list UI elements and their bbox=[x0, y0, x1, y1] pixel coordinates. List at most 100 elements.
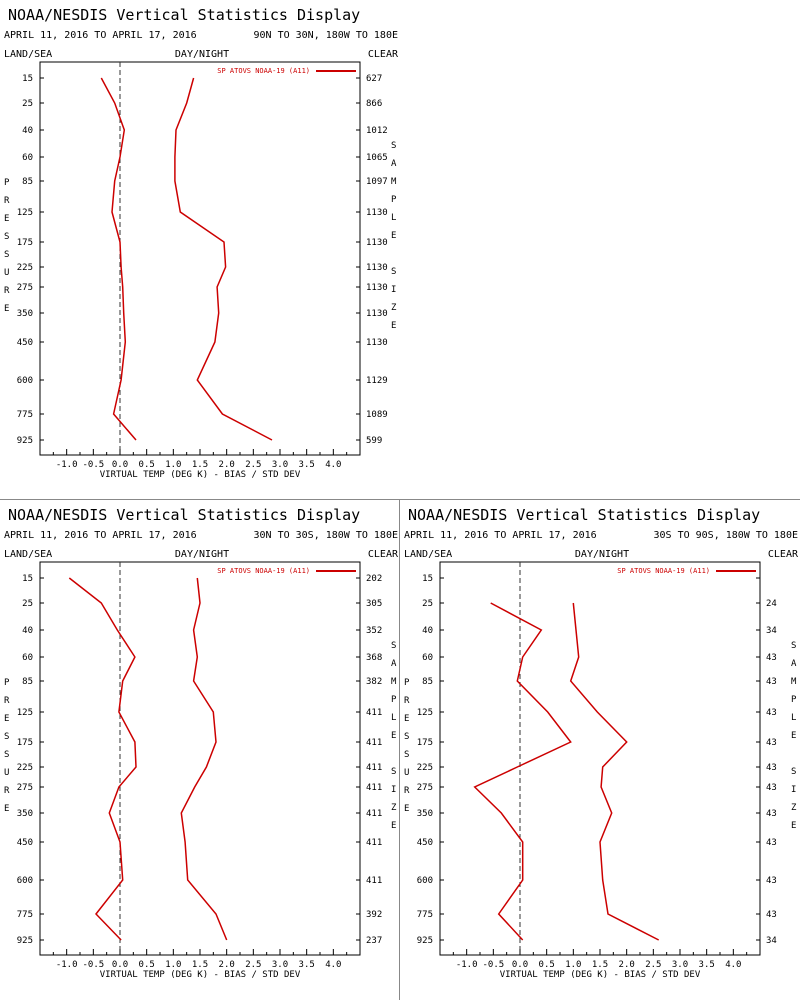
x-tick-label: -1.0 bbox=[56, 960, 78, 970]
sample-size-label: 382 bbox=[366, 677, 382, 687]
sample-size-label: 202 bbox=[366, 574, 382, 584]
x-tick-label: 4.0 bbox=[325, 460, 341, 470]
pressure-level-label: 125 bbox=[17, 208, 33, 218]
panel-south-hemisphere: NOAA/NESDIS Vertical Statistics Display A… bbox=[400, 500, 800, 1000]
pressure-axis-letter: P bbox=[4, 678, 10, 688]
x-tick-label: 4.0 bbox=[325, 960, 341, 970]
day-night-label: DAY/NIGHT bbox=[175, 49, 229, 60]
x-tick-label: 0.0 bbox=[112, 460, 128, 470]
pressure-level-label: 350 bbox=[17, 809, 33, 819]
sample-size-label: 1130 bbox=[366, 309, 388, 319]
sample-size-axis-letter: S bbox=[391, 141, 396, 151]
x-tick-label: 1.5 bbox=[192, 460, 208, 470]
x-tick-label: -1.0 bbox=[56, 460, 78, 470]
x-tick-label: 0.0 bbox=[512, 960, 528, 970]
x-tick-label: 0.5 bbox=[139, 960, 155, 970]
pressure-axis-letter: S bbox=[404, 750, 409, 760]
x-tick-label: 3.0 bbox=[272, 460, 288, 470]
sample-size-axis-letter: E bbox=[791, 731, 796, 741]
pressure-level-label: 925 bbox=[17, 436, 33, 446]
plot-frame bbox=[439, 561, 761, 956]
pressure-level-label: 85 bbox=[22, 677, 33, 687]
pressure-axis-letter: E bbox=[404, 714, 409, 724]
sample-size-label: 43 bbox=[766, 763, 777, 773]
sample-size-label: 411 bbox=[366, 783, 382, 793]
x-tick-label: 3.5 bbox=[699, 960, 715, 970]
sample-size-label: 1130 bbox=[366, 238, 388, 248]
pressure-axis-letter: R bbox=[4, 286, 10, 296]
pressure-axis-letter: P bbox=[404, 678, 410, 688]
pressure-axis-letter: R bbox=[4, 696, 10, 706]
x-tick-label: 3.0 bbox=[672, 960, 688, 970]
x-tick-label: 0.5 bbox=[539, 960, 555, 970]
chart-svg: NOAA/NESDIS Vertical Statistics Display A… bbox=[404, 506, 799, 980]
sample-size-label: 866 bbox=[366, 99, 382, 109]
sample-size-axis-letter: Z bbox=[391, 803, 397, 813]
pressure-level-label: 15 bbox=[22, 574, 33, 584]
sample-size-label: 627 bbox=[366, 74, 382, 84]
x-axis-label: VIRTUAL TEMP (DEG K) - BIAS / STD DEV bbox=[100, 970, 301, 980]
sample-size-label: 411 bbox=[366, 763, 382, 773]
date-range: APRIL 11, 2016 TO APRIL 17, 2016 bbox=[404, 530, 597, 541]
sample-size-label: 305 bbox=[366, 599, 382, 609]
sample-size-axis-letter: P bbox=[391, 695, 397, 705]
sample-size-label: 411 bbox=[366, 708, 382, 718]
x-tick-label: 3.5 bbox=[299, 960, 315, 970]
x-axis-label: VIRTUAL TEMP (DEG K) - BIAS / STD DEV bbox=[500, 970, 701, 980]
pressure-axis-letter: S bbox=[4, 250, 9, 260]
horizontal-divider bbox=[0, 499, 800, 500]
pressure-level-label: 350 bbox=[417, 809, 433, 819]
day-night-label: DAY/NIGHT bbox=[175, 549, 229, 560]
sample-size-axis-letter: S bbox=[391, 267, 396, 277]
pressure-level-label: 450 bbox=[17, 838, 33, 848]
sample-size-label: 43 bbox=[766, 738, 777, 748]
sample-size-label: 392 bbox=[366, 910, 382, 920]
x-tick-label: 1.5 bbox=[592, 960, 608, 970]
x-tick-label: 2.5 bbox=[645, 960, 661, 970]
sample-size-label: 43 bbox=[766, 677, 777, 687]
sample-size-label: 237 bbox=[366, 936, 382, 946]
pressure-level-label: 25 bbox=[422, 599, 433, 609]
sample-size-label: 1089 bbox=[366, 410, 388, 420]
sample-size-label: 352 bbox=[366, 626, 382, 636]
sample-size-axis-letter: M bbox=[391, 677, 397, 687]
sample-size-axis-letter: A bbox=[391, 159, 397, 169]
x-tick-label: 2.0 bbox=[219, 460, 235, 470]
pressure-level-label: 85 bbox=[22, 177, 33, 187]
sample-size-label: 411 bbox=[366, 738, 382, 748]
sample-size-label: 1130 bbox=[366, 208, 388, 218]
pressure-axis-letter: R bbox=[4, 196, 10, 206]
chart-svg: NOAA/NESDIS Vertical Statistics Display A… bbox=[4, 506, 399, 980]
x-tick-label: -1.0 bbox=[456, 960, 478, 970]
sample-size-label: 1130 bbox=[366, 338, 388, 348]
pressure-level-label: 40 bbox=[22, 626, 33, 636]
pressure-level-label: 600 bbox=[417, 876, 433, 886]
plot-frame bbox=[39, 61, 361, 456]
pressure-axis-letter: S bbox=[404, 732, 409, 742]
x-tick-label: -0.5 bbox=[82, 960, 104, 970]
sample-size-axis-letter: A bbox=[791, 659, 797, 669]
pressure-level-label: 40 bbox=[422, 626, 433, 636]
pressure-axis-letter: R bbox=[4, 786, 10, 796]
sample-size-axis-letter: L bbox=[391, 213, 396, 223]
pressure-level-label: 175 bbox=[417, 738, 433, 748]
x-tick-label: -0.5 bbox=[82, 460, 104, 470]
pressure-axis-letter: S bbox=[4, 732, 9, 742]
sample-size-label: 43 bbox=[766, 910, 777, 920]
x-tick-label: 1.0 bbox=[565, 960, 581, 970]
region-label: 30S TO 90S, 180W TO 180E bbox=[654, 530, 799, 541]
sample-size-axis-letter: Z bbox=[391, 303, 397, 313]
sample-size-axis-letter: M bbox=[391, 177, 397, 187]
pressure-level-label: 15 bbox=[422, 574, 433, 584]
chart-svg: NOAA/NESDIS Vertical Statistics Display A… bbox=[4, 6, 399, 480]
pressure-axis-letter: R bbox=[404, 696, 410, 706]
pressure-axis-letter: S bbox=[4, 232, 9, 242]
std-dev-series-line bbox=[174, 77, 273, 441]
sample-size-axis-letter: S bbox=[791, 641, 796, 651]
legend-label: SP ATOVS NOAA-19 (A11) bbox=[617, 567, 710, 575]
pressure-level-label: 775 bbox=[417, 910, 433, 920]
pressure-level-label: 925 bbox=[17, 936, 33, 946]
pressure-axis-letter: U bbox=[404, 768, 409, 778]
date-range: APRIL 11, 2016 TO APRIL 17, 2016 bbox=[4, 30, 197, 41]
sample-size-label: 43 bbox=[766, 809, 777, 819]
